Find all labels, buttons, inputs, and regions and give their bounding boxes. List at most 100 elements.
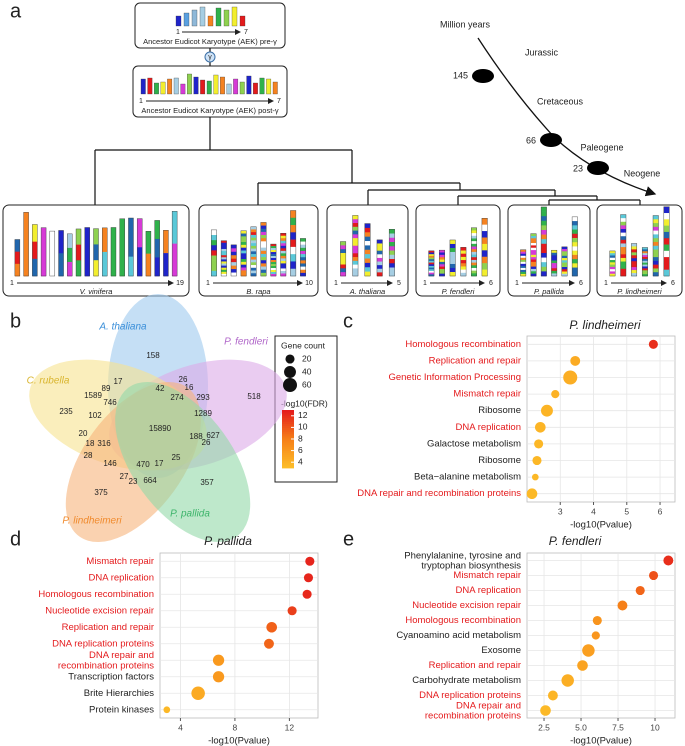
dot bbox=[648, 339, 658, 349]
chromosome-segment bbox=[572, 246, 578, 251]
chromosome-segment bbox=[280, 273, 286, 277]
chromosome-segment bbox=[460, 260, 467, 264]
chromosome-segment bbox=[439, 254, 445, 258]
chromosome-segment bbox=[471, 259, 477, 263]
chromosome-segment bbox=[270, 272, 277, 275]
chromosome-segment bbox=[520, 261, 526, 265]
dot bbox=[547, 690, 558, 701]
chromosome bbox=[250, 226, 257, 277]
colorbar-step bbox=[282, 431, 294, 434]
chromosome-segment bbox=[23, 212, 29, 277]
chromosome-segment bbox=[364, 262, 371, 268]
ancestral-chromosome bbox=[272, 81, 278, 95]
dot bbox=[287, 606, 297, 616]
chromosome-segment bbox=[221, 253, 227, 256]
dot bbox=[551, 389, 560, 399]
venn-count: 293 bbox=[196, 393, 210, 402]
species-first: 1 bbox=[206, 280, 210, 287]
chromosome-segment bbox=[290, 268, 296, 277]
ancestral-chromosome bbox=[239, 15, 246, 27]
chromosome-segment bbox=[620, 243, 626, 248]
chromosome bbox=[551, 249, 558, 277]
chromosome-segment bbox=[663, 238, 670, 245]
chromosome-segment bbox=[541, 234, 547, 240]
ancestral-chromosome bbox=[253, 82, 258, 95]
chromosome-segment bbox=[631, 267, 637, 271]
chromosome-segment bbox=[653, 238, 659, 243]
dot bbox=[191, 686, 205, 701]
chromosome-segment bbox=[471, 235, 477, 239]
chromosome-segment bbox=[449, 255, 456, 261]
chromosome-segment bbox=[389, 250, 395, 256]
chromosome bbox=[67, 233, 73, 277]
chromosome-segment bbox=[561, 246, 568, 250]
chromosome bbox=[571, 216, 578, 277]
chromosome-segment bbox=[449, 247, 456, 253]
chromosome-segment bbox=[250, 243, 257, 247]
chromosome-segment bbox=[620, 261, 626, 266]
chart-title: P. fendleri bbox=[549, 534, 602, 548]
chromosome-segment bbox=[14, 239, 20, 252]
chromosome-segment bbox=[541, 216, 547, 222]
chromosome-segment bbox=[221, 269, 227, 273]
category-label: Homologous recombination bbox=[405, 615, 521, 626]
karyotype-first: 1 bbox=[176, 29, 180, 36]
chromosome-segment bbox=[364, 236, 371, 242]
chromosome-segment bbox=[260, 269, 267, 274]
chromosome-segment bbox=[642, 247, 648, 250]
chromosome-segment bbox=[561, 271, 568, 275]
chromosome-segment bbox=[260, 250, 267, 255]
venn-count: 16 bbox=[185, 383, 194, 392]
chromosome-segment bbox=[300, 247, 306, 252]
chromosome-segment bbox=[260, 228, 267, 233]
chromosome-segment bbox=[300, 250, 306, 255]
chromosome-segment bbox=[460, 256, 467, 261]
x-axis-title: -log10(Pvalue) bbox=[570, 520, 632, 531]
chromosome-segment bbox=[93, 260, 99, 277]
chromosome-segment bbox=[631, 246, 637, 250]
x-tick-label: 12 bbox=[285, 722, 295, 732]
x-tick-label: 5 bbox=[624, 506, 629, 516]
chromosome-segment bbox=[260, 231, 267, 236]
chromosome-segment bbox=[340, 256, 346, 261]
chromosome-segment bbox=[376, 239, 383, 244]
chromosome-segment bbox=[663, 206, 670, 214]
chromosome-segment bbox=[620, 239, 626, 244]
chromosome-segment bbox=[653, 253, 659, 258]
chromosome-segment bbox=[154, 257, 160, 277]
chromosome bbox=[14, 239, 21, 277]
chromosome-segment bbox=[481, 224, 488, 232]
dot bbox=[534, 439, 544, 449]
chromosome-segment bbox=[352, 215, 359, 220]
chromosome-segment bbox=[389, 267, 395, 273]
ancestral-chromosome bbox=[206, 80, 212, 95]
chromosome-segment bbox=[551, 252, 557, 256]
colorbar-step bbox=[282, 452, 294, 455]
chromosome-segment bbox=[340, 245, 346, 250]
venn-count: 357 bbox=[200, 478, 214, 487]
chromosome-segment bbox=[642, 270, 648, 273]
chromosome-segment bbox=[541, 225, 547, 231]
chromosome-segment bbox=[439, 259, 445, 263]
chromosome bbox=[364, 223, 371, 277]
chromosome-segment bbox=[620, 250, 626, 255]
chromosome-segment bbox=[364, 249, 371, 255]
chromosome-segment bbox=[663, 225, 670, 233]
chromosome-segment bbox=[376, 265, 383, 270]
era: Cretaceous bbox=[537, 96, 584, 106]
ancestral-chromosome bbox=[266, 78, 272, 95]
chromosome-segment bbox=[530, 233, 537, 237]
category-label: Mismatch repair bbox=[453, 389, 521, 400]
colorbar-step bbox=[282, 429, 294, 432]
chromosome-segment bbox=[231, 255, 237, 259]
category-label: Protein kinases bbox=[89, 704, 154, 715]
chromosome-segment bbox=[221, 259, 227, 262]
chromosome-segment bbox=[520, 253, 526, 257]
chromosome-segment bbox=[389, 271, 395, 277]
x-tick-label: 2.5 bbox=[538, 722, 550, 732]
chromosome-segment bbox=[551, 263, 557, 266]
chromosome-segment bbox=[352, 230, 359, 235]
venn-count: 235 bbox=[59, 407, 73, 416]
chromosome-segment bbox=[481, 269, 488, 277]
chromosome-segment bbox=[439, 264, 445, 267]
